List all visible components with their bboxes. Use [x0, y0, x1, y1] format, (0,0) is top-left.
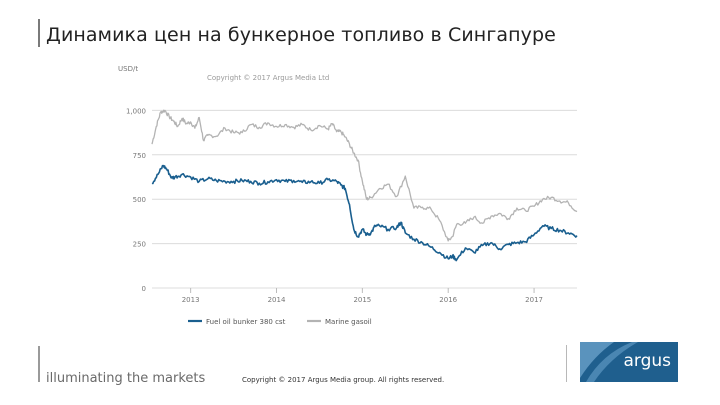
- y-tick-label: 500: [133, 196, 146, 204]
- logo-swoosh-icon: [580, 342, 638, 382]
- tagline: illuminating the markets: [46, 371, 206, 386]
- legend-fuel-oil-label: Fuel oil bunker 380 cst: [206, 318, 286, 326]
- series-fuel-oil-line: [151, 164, 578, 262]
- x-tick-label: 2013: [182, 296, 200, 304]
- series-gasoil-line: [151, 109, 578, 242]
- chart-watermark: Copyright © 2017 Argus Media Ltd: [207, 74, 329, 82]
- footer-copyright: Copyright © 2017 Argus Media group. All …: [242, 376, 445, 384]
- chart-ticks: 0 250 500 750 1,000 2013 2014 2015 2016 2017: [126, 107, 543, 304]
- y-tick-label: 750: [133, 152, 146, 160]
- logo-divider: [566, 345, 567, 382]
- chart-series: [151, 109, 578, 262]
- y-tick-label: 0: [142, 285, 146, 293]
- footer-accent-bar: [38, 346, 40, 382]
- legend-gasoil-label: Marine gasoil: [325, 318, 372, 326]
- y-tick-label: 1,000: [126, 107, 146, 115]
- y-tick-label: 250: [133, 241, 146, 249]
- x-tick-label: 2015: [353, 296, 371, 304]
- chart-legend: Fuel oil bunker 380 cst Marine gasoil: [188, 318, 372, 326]
- x-tick-label: 2017: [525, 296, 543, 304]
- chart-grid: [152, 109, 577, 289]
- title-accent-bar: [38, 19, 40, 47]
- x-tick-label: 2014: [268, 296, 286, 304]
- x-tick-label: 2016: [439, 296, 457, 304]
- slide-title: Динамика цен на бункерное топливо в Синг…: [46, 24, 556, 46]
- argus-logo: argus: [580, 342, 678, 382]
- y-axis-label: USD/t: [118, 65, 138, 73]
- logo-text: argus: [623, 351, 671, 371]
